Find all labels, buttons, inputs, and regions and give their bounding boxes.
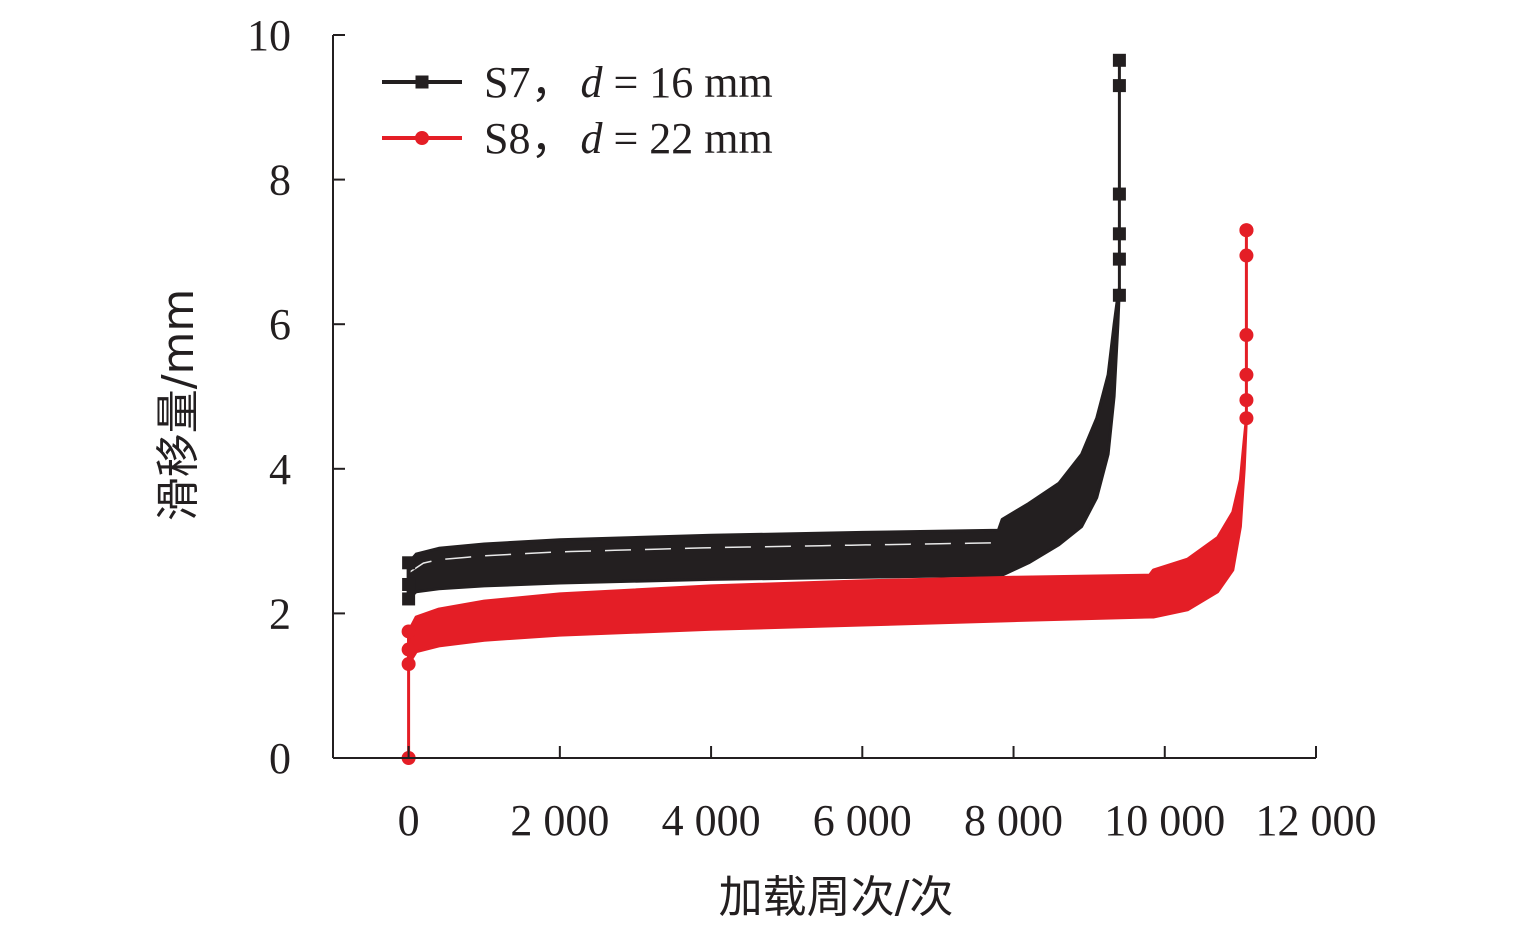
data-point bbox=[1239, 223, 1254, 238]
x-tick-label: 6 000 bbox=[813, 796, 912, 845]
data-point bbox=[1112, 252, 1126, 266]
x-tick-label: 8 000 bbox=[964, 796, 1063, 845]
series-streak bbox=[408, 542, 999, 574]
data-point bbox=[402, 577, 416, 591]
y-tick-label: 4 bbox=[269, 445, 291, 494]
legend-item-1: S7， d = 16 mm bbox=[382, 58, 773, 107]
series-2 bbox=[401, 223, 1254, 765]
y-tick-label: 2 bbox=[269, 589, 291, 638]
legend-item-2: S8， d = 22 mm bbox=[382, 114, 773, 163]
data-point bbox=[1239, 328, 1254, 343]
data-point bbox=[1112, 227, 1126, 241]
y-tick-labels: 0 2 4 6 8 10 bbox=[247, 11, 291, 783]
data-point bbox=[401, 624, 416, 639]
data-point bbox=[401, 642, 416, 657]
y-tick-label: 6 bbox=[269, 300, 291, 349]
data-point bbox=[402, 556, 416, 570]
series-band bbox=[407, 416, 1248, 666]
data-point bbox=[402, 592, 416, 606]
axes bbox=[332, 34, 1317, 759]
legend-label: S7， d = 16 mm bbox=[484, 58, 773, 107]
x-axis-title: 加载周次/次 bbox=[719, 872, 954, 923]
data-point bbox=[1112, 288, 1126, 302]
y-tick-label: 8 bbox=[269, 156, 291, 205]
y-tick-label: 10 bbox=[247, 11, 291, 60]
data-point bbox=[1239, 367, 1254, 382]
x-tick-label: 2 000 bbox=[510, 796, 609, 845]
series-band bbox=[407, 286, 1121, 601]
data-point bbox=[1112, 53, 1126, 67]
data-point bbox=[415, 75, 429, 89]
y-tick-label: 0 bbox=[269, 734, 291, 783]
x-tick-label: 4 000 bbox=[662, 796, 761, 845]
data-point bbox=[415, 131, 429, 145]
data-point bbox=[401, 657, 416, 672]
x-tick-label: 0 bbox=[398, 796, 420, 845]
x-tick-label: 10 000 bbox=[1104, 796, 1225, 845]
x-tick-labels: 0 2 000 4 000 6 000 8 000 10 000 12 000 bbox=[398, 796, 1377, 845]
y-axis-title: 滑移量/mm bbox=[153, 289, 204, 522]
series-layer bbox=[401, 53, 1254, 765]
data-point bbox=[1112, 187, 1126, 201]
data-point bbox=[1239, 411, 1254, 426]
data-point bbox=[1239, 393, 1254, 408]
data-point bbox=[1239, 248, 1254, 263]
x-tick-label: 12 000 bbox=[1256, 796, 1377, 845]
data-point bbox=[1112, 79, 1126, 93]
series-1 bbox=[402, 53, 1126, 606]
legend-label: S8， d = 22 mm bbox=[484, 114, 773, 163]
legend: S7， d = 16 mm S8， d = 22 mm bbox=[382, 58, 773, 163]
